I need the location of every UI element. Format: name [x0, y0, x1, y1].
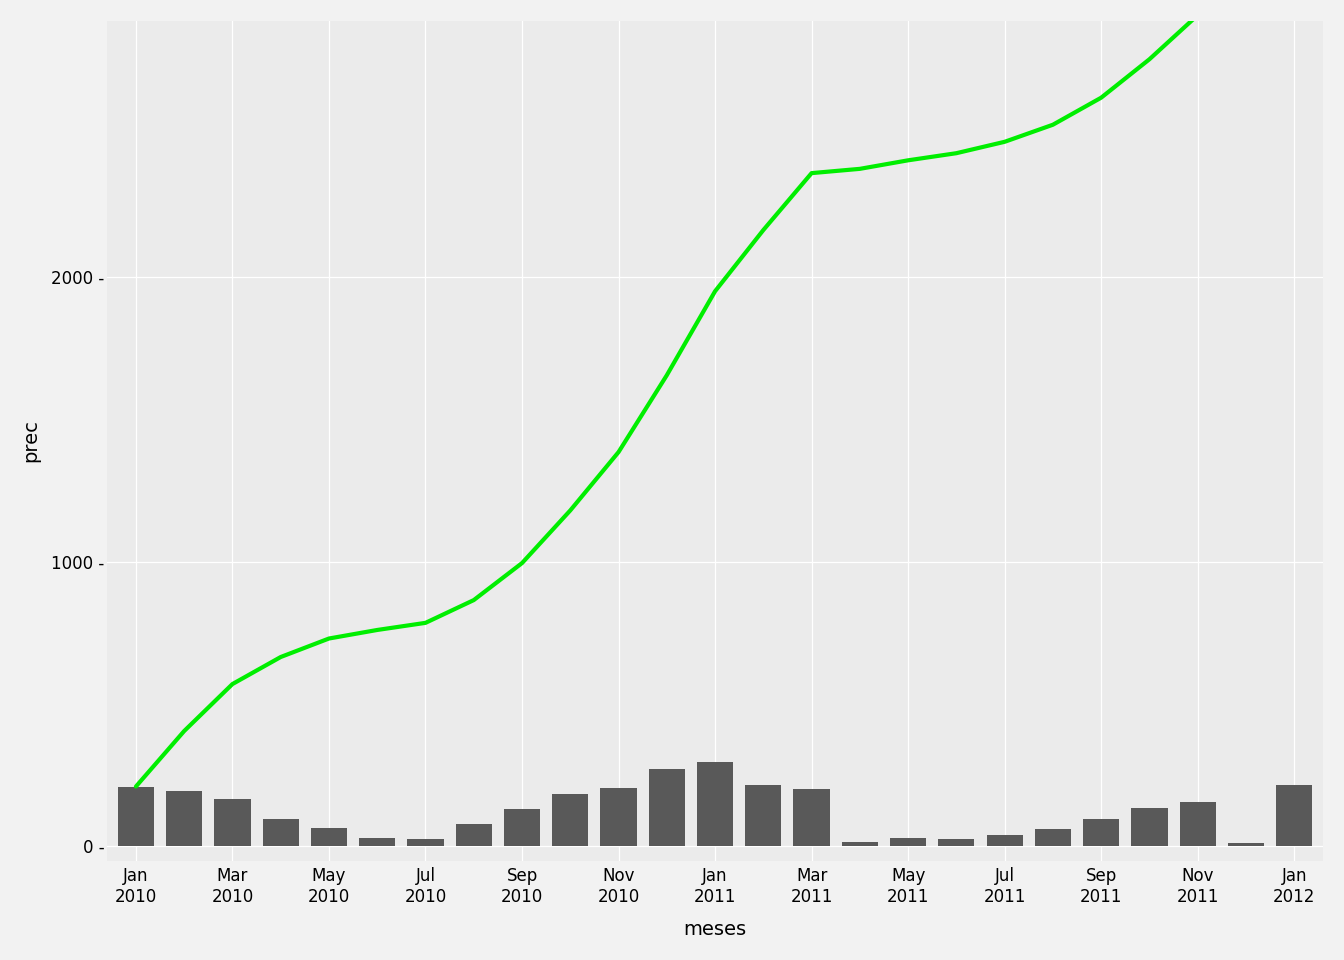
Bar — [359, 838, 395, 847]
Bar — [1180, 803, 1216, 847]
Bar — [1035, 829, 1071, 847]
Bar — [1275, 785, 1312, 847]
Bar — [793, 789, 829, 847]
Bar — [649, 770, 685, 847]
Bar — [118, 786, 155, 847]
Bar — [504, 809, 540, 847]
Bar — [698, 762, 734, 847]
Bar — [841, 842, 878, 847]
Bar — [1228, 844, 1265, 847]
Bar — [310, 828, 347, 847]
Bar — [986, 835, 1023, 847]
Bar — [214, 800, 250, 847]
Bar — [262, 819, 298, 847]
Bar — [890, 838, 926, 847]
Bar — [1132, 808, 1168, 847]
Bar — [167, 791, 203, 847]
Bar — [938, 839, 974, 847]
Bar — [456, 824, 492, 847]
Y-axis label: prec: prec — [22, 420, 40, 462]
Bar — [745, 785, 781, 847]
Bar — [1083, 819, 1120, 847]
Bar — [601, 788, 637, 847]
X-axis label: meses: meses — [684, 921, 747, 939]
Bar — [552, 794, 589, 847]
Bar — [407, 839, 444, 847]
